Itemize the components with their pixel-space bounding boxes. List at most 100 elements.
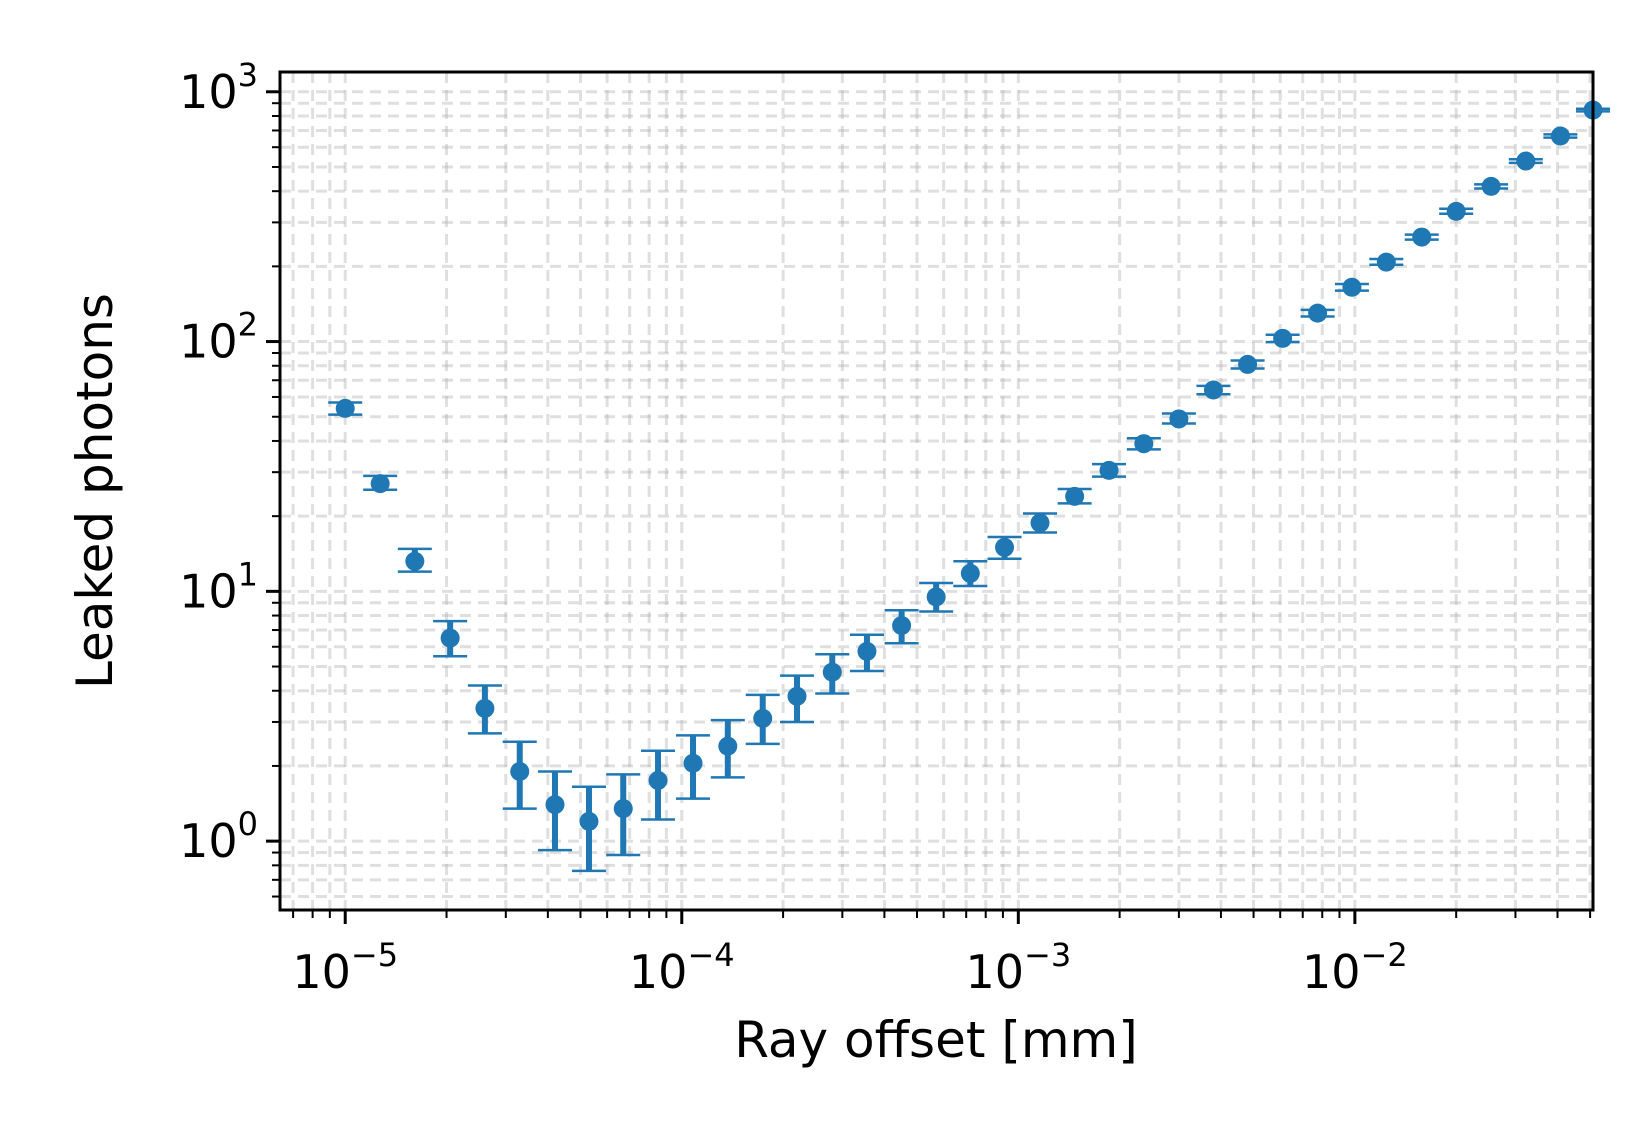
y-axis-label: Leaked photons (66, 293, 124, 689)
data-point (710, 718, 745, 779)
marker (405, 551, 425, 571)
y-tick-base: 10 (179, 65, 238, 119)
marker (718, 736, 738, 756)
marker (1342, 277, 1362, 297)
marker (1065, 486, 1085, 506)
marker (1134, 434, 1154, 454)
data-point (987, 535, 1022, 561)
marker (1238, 354, 1258, 374)
data-point (884, 609, 919, 645)
marker (1446, 201, 1466, 221)
data-point (1057, 486, 1092, 506)
x-tick-label: 10−4 (629, 936, 735, 999)
marker (1273, 328, 1293, 348)
data-point (606, 773, 641, 857)
data-point (1265, 328, 1300, 348)
data-point (1126, 434, 1161, 454)
marker (440, 628, 460, 648)
data-point (1474, 176, 1509, 196)
marker (510, 762, 530, 782)
data-point (1404, 227, 1439, 247)
data-point (537, 770, 572, 852)
marker (1203, 380, 1223, 400)
data-point (1369, 252, 1404, 272)
marker (1412, 227, 1432, 247)
data-point (1230, 354, 1265, 374)
marker (1481, 176, 1501, 196)
marker (475, 698, 495, 718)
marker (822, 662, 842, 682)
x-tick-base: 10 (1302, 945, 1361, 999)
data-point (1334, 277, 1369, 297)
y-tick-label: 103 (179, 56, 258, 119)
marker (683, 753, 703, 773)
data-point (953, 559, 988, 588)
x-tick-label: 10−2 (1302, 936, 1408, 999)
marker (648, 770, 668, 790)
data-point (815, 652, 850, 695)
marker (370, 474, 390, 494)
y-tick-exponent: 3 (238, 56, 258, 94)
marker (1308, 303, 1328, 323)
marker (335, 398, 355, 418)
y-tick-base: 10 (179, 315, 238, 369)
y-tick-exponent: 2 (238, 306, 258, 344)
data-point (433, 619, 468, 658)
data-point (328, 398, 363, 418)
x-tick-exponent: −5 (351, 936, 398, 974)
x-tick-label: 10−3 (965, 936, 1071, 999)
y-tick-label: 101 (179, 555, 258, 618)
x-axis-label: Ray offset [mm] (734, 1011, 1138, 1069)
plot-frame (278, 70, 1595, 912)
data-point (1196, 380, 1231, 400)
marker (579, 811, 599, 831)
data-point (919, 581, 954, 613)
data-point (1300, 303, 1335, 323)
data-point (1092, 460, 1127, 480)
data-point (1023, 512, 1058, 534)
marker (926, 587, 946, 607)
marker (1099, 460, 1119, 480)
data-point (676, 734, 711, 800)
data-point (780, 674, 815, 724)
marker (892, 615, 912, 635)
marker (1550, 126, 1570, 146)
x-tick-base: 10 (629, 945, 688, 999)
marker (613, 799, 633, 819)
marker (960, 563, 980, 583)
x-tick-exponent: −4 (687, 936, 734, 974)
data-point (849, 633, 884, 673)
y-tick-exponent: 1 (238, 555, 258, 593)
x-tick-base: 10 (292, 945, 351, 999)
data-point (363, 474, 398, 494)
marker (753, 708, 773, 728)
data-point (1508, 151, 1543, 171)
y-tick-exponent: 0 (238, 805, 258, 843)
data-point (502, 740, 537, 810)
data-point (571, 785, 606, 873)
marker (1169, 409, 1189, 429)
y-tick-label: 102 (179, 306, 258, 369)
major-ticks (266, 90, 1357, 924)
data-points (328, 100, 1610, 873)
data-point (1161, 409, 1196, 429)
grid (280, 72, 1593, 910)
data-point (397, 547, 432, 573)
x-tick-exponent: −3 (1024, 936, 1071, 974)
data-point (467, 684, 502, 735)
marker (1376, 252, 1396, 272)
y-tick-base: 10 (179, 814, 238, 868)
marker (545, 795, 565, 815)
marker (1030, 513, 1050, 533)
x-tick-exponent: −2 (1361, 936, 1408, 974)
data-point (745, 693, 780, 746)
x-tick-base: 10 (965, 945, 1024, 999)
marker (857, 641, 877, 661)
data-point (1543, 126, 1578, 146)
data-point (641, 749, 676, 821)
marker (995, 537, 1015, 557)
y-tick-base: 10 (179, 564, 238, 618)
x-tick-label: 10−5 (292, 936, 398, 999)
